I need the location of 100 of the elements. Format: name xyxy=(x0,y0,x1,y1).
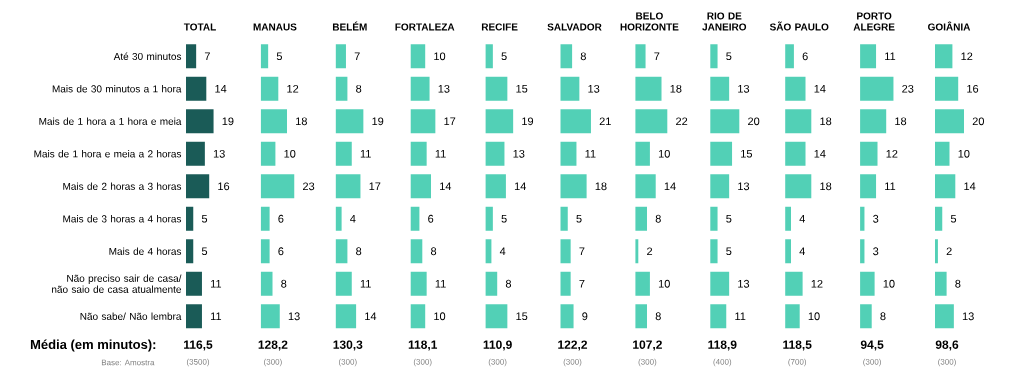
bar xyxy=(935,304,954,329)
bar xyxy=(860,141,878,166)
bar xyxy=(410,141,427,166)
bar xyxy=(186,174,210,199)
bar xyxy=(560,206,568,231)
bar xyxy=(935,239,938,264)
bar xyxy=(860,271,875,296)
bar xyxy=(560,304,574,329)
chart-title: TOTAL xyxy=(183,23,216,31)
bar xyxy=(710,271,730,296)
data-label: 13 xyxy=(738,84,750,93)
bar xyxy=(335,271,352,296)
data-label: 12 xyxy=(287,84,299,93)
data-label: 14 xyxy=(440,182,452,191)
data-label: 14 xyxy=(514,182,527,191)
data-label: 11 xyxy=(210,312,222,321)
bar xyxy=(935,44,953,69)
data-label: 11 xyxy=(210,279,222,288)
y-tick-label: Mais de 4 horas xyxy=(109,247,182,255)
text: 94,5 xyxy=(860,340,884,351)
data-label: 13 xyxy=(438,84,450,93)
text: 130,3 xyxy=(333,340,363,351)
bar xyxy=(635,76,662,101)
bar xyxy=(410,109,436,134)
bar xyxy=(785,109,812,134)
data-label: 13 xyxy=(588,84,600,93)
data-label: 12 xyxy=(811,279,823,288)
bar xyxy=(785,76,806,101)
data-label: 10 xyxy=(808,312,820,321)
data-label: 17 xyxy=(444,117,456,126)
data-label: 5 xyxy=(201,214,208,223)
data-label: 6 xyxy=(802,52,808,61)
data-label: 8 xyxy=(955,279,961,288)
data-label: 2 xyxy=(946,247,952,256)
data-label: 13 xyxy=(738,182,750,191)
data-label: 11 xyxy=(435,149,446,158)
data-label: 8 xyxy=(356,84,362,93)
data-label: 14 xyxy=(814,149,826,158)
text: (300) xyxy=(938,358,956,367)
bar xyxy=(935,174,956,199)
text: (300) xyxy=(638,358,657,367)
chart-title: SALVADOR xyxy=(547,23,602,31)
text: (300) xyxy=(264,358,282,367)
text: 118,1 xyxy=(408,340,438,351)
bar xyxy=(335,239,348,264)
data-label: 5 xyxy=(501,214,507,223)
data-label: 11 xyxy=(360,279,371,288)
data-label: 10 xyxy=(883,279,895,288)
data-label: 19 xyxy=(522,117,534,126)
data-label: 11 xyxy=(735,312,746,321)
text: 118,5 xyxy=(783,340,812,351)
bar xyxy=(560,76,580,101)
data-label: 18 xyxy=(820,182,832,191)
data-label: 18 xyxy=(296,117,307,126)
data-label: 20 xyxy=(748,117,760,126)
data-label: 13 xyxy=(213,149,225,158)
bar xyxy=(710,44,718,69)
text: 122,2 xyxy=(558,340,588,351)
bar xyxy=(485,304,508,329)
data-label: 4 xyxy=(499,247,506,256)
bar xyxy=(260,44,269,69)
data-label: 13 xyxy=(513,149,525,158)
data-label: 3 xyxy=(873,214,879,223)
bar xyxy=(485,109,514,134)
bar xyxy=(560,109,591,134)
bar xyxy=(260,109,288,134)
data-label: 8 xyxy=(281,279,287,288)
data-label: 6 xyxy=(278,214,284,223)
bar xyxy=(785,206,791,231)
chart-title: FORTALEZA xyxy=(395,23,455,31)
bar xyxy=(560,141,577,166)
data-label: 6 xyxy=(278,247,284,256)
bar xyxy=(860,44,877,69)
data-label: 7 xyxy=(354,52,360,61)
bar xyxy=(260,141,276,166)
data-label: 7 xyxy=(654,52,660,61)
chart-title: MANAUS xyxy=(253,23,297,31)
bar xyxy=(785,271,803,296)
data-label: 16 xyxy=(967,84,979,93)
chart-title: PORTO ALEGRE xyxy=(853,12,895,31)
bar xyxy=(710,76,730,101)
bar xyxy=(860,304,872,329)
bar xyxy=(635,304,648,329)
bar xyxy=(785,174,812,199)
y-tick-label: Até 30 minutos xyxy=(113,52,182,60)
text: (400) xyxy=(713,358,732,367)
data-label: 10 xyxy=(658,149,670,158)
bar xyxy=(860,109,887,134)
data-label: 17 xyxy=(369,182,381,191)
bar xyxy=(710,174,730,199)
data-label: 14 xyxy=(964,182,976,191)
bar xyxy=(335,141,352,166)
text: 128,2 xyxy=(258,340,288,351)
data-label: 8 xyxy=(580,52,586,61)
data-label: 5 xyxy=(726,52,732,61)
data-label: 9 xyxy=(582,312,588,321)
bar xyxy=(785,239,791,264)
data-label: 8 xyxy=(430,247,437,256)
bar xyxy=(485,141,505,166)
bar xyxy=(186,304,202,329)
